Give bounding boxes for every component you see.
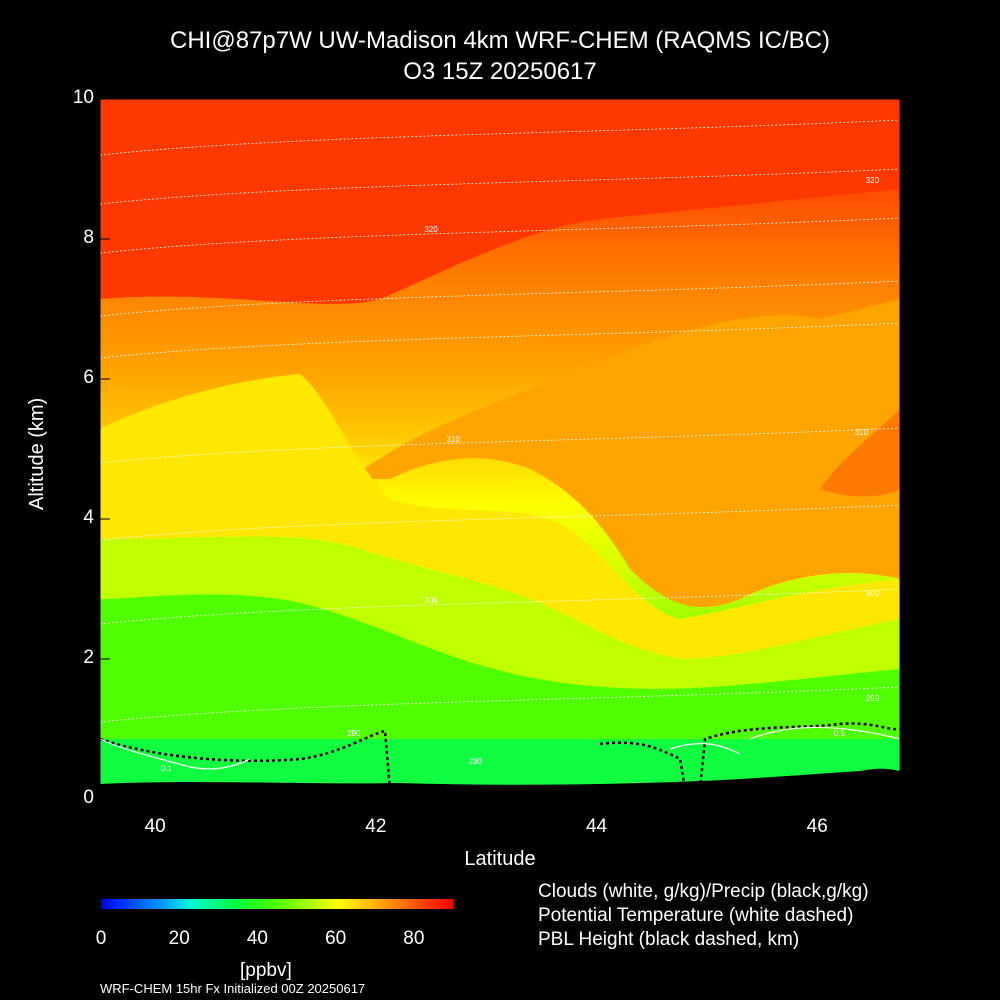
x-axis-label: Latitude [464,848,536,870]
cloud-label: 0.1 [161,764,173,773]
y-tick-label: 10 [72,87,94,108]
y-tick-label: 4 [83,507,94,528]
theta-label: 320 [866,176,880,185]
ozone-green-band [100,594,900,739]
colorbar-tick-label: 0 [95,928,107,949]
ozone-cross-section-plot: 320 320 310 310 300 300 290 290 290 0.1 0.1 [100,99,900,799]
chart-subtitle: O3 15Z 20250617 [403,58,597,85]
theta-label: 310 [446,435,460,444]
theta-label: 290 [468,757,482,766]
chart-title: CHI@87p7W UW-Madison 4km WRF-CHEM (RAQMS… [170,27,830,54]
colorbar-tick-label: 40 [246,928,268,949]
colorbar-tick-label: 60 [325,928,347,949]
legend-line-pbl: PBL Height (black dashed, km) [538,929,800,950]
x-tick-label: 42 [365,816,387,837]
theta-contour [100,217,900,254]
theta-contour [100,686,900,723]
x-tick-label: 44 [585,816,608,837]
theta-label: 300 [424,596,438,605]
theta-contour [100,119,900,156]
theta-contour [100,427,900,464]
legend-line-clouds: Clouds (white, g/kg)/Precip (black,g/kg) [538,881,869,902]
ozone-high-topband [100,99,900,304]
theta-contour [100,504,900,541]
terrain [100,768,900,799]
cloud-label: 0.1 [834,729,846,738]
pbl-height-line [100,722,900,791]
ozone-orange-tongue [350,299,900,608]
theta-contour [100,588,900,625]
legend-line-theta: Potential Temperature (white dashed) [538,905,854,926]
colorbar-tick-label: 80 [403,928,425,949]
theta-label: 320 [424,225,438,234]
colorbar [101,899,453,909]
theta-contour [100,168,900,205]
ozone-yellow-band [100,374,900,659]
theta-label: 290 [347,729,361,738]
colorbar-units: [ppbv] [240,960,292,981]
x-tick-label: 40 [144,816,166,837]
theta-label: 300 [866,589,880,598]
y-tick-label: 6 [83,367,94,388]
ozone-yellowgreen-band [100,536,900,689]
y-tick-label: 0 [83,787,94,808]
theta-label: 310 [855,428,869,437]
y-axis-label: Altitude (km) [26,397,48,510]
x-tick-label: 46 [806,816,828,837]
theta-contour [100,322,900,359]
footer-note: WRF-CHEM 15hr Fx Initialized 00Z 2025061… [100,981,366,996]
cloud-contour [100,726,900,770]
y-tick-label: 2 [83,647,94,668]
ozone-orange-right-lobe [820,409,900,497]
theta-label: 290 [866,694,880,703]
colorbar-tick-label: 20 [168,928,190,949]
theta-contour [100,280,900,317]
y-tick-label: 8 [83,227,94,248]
